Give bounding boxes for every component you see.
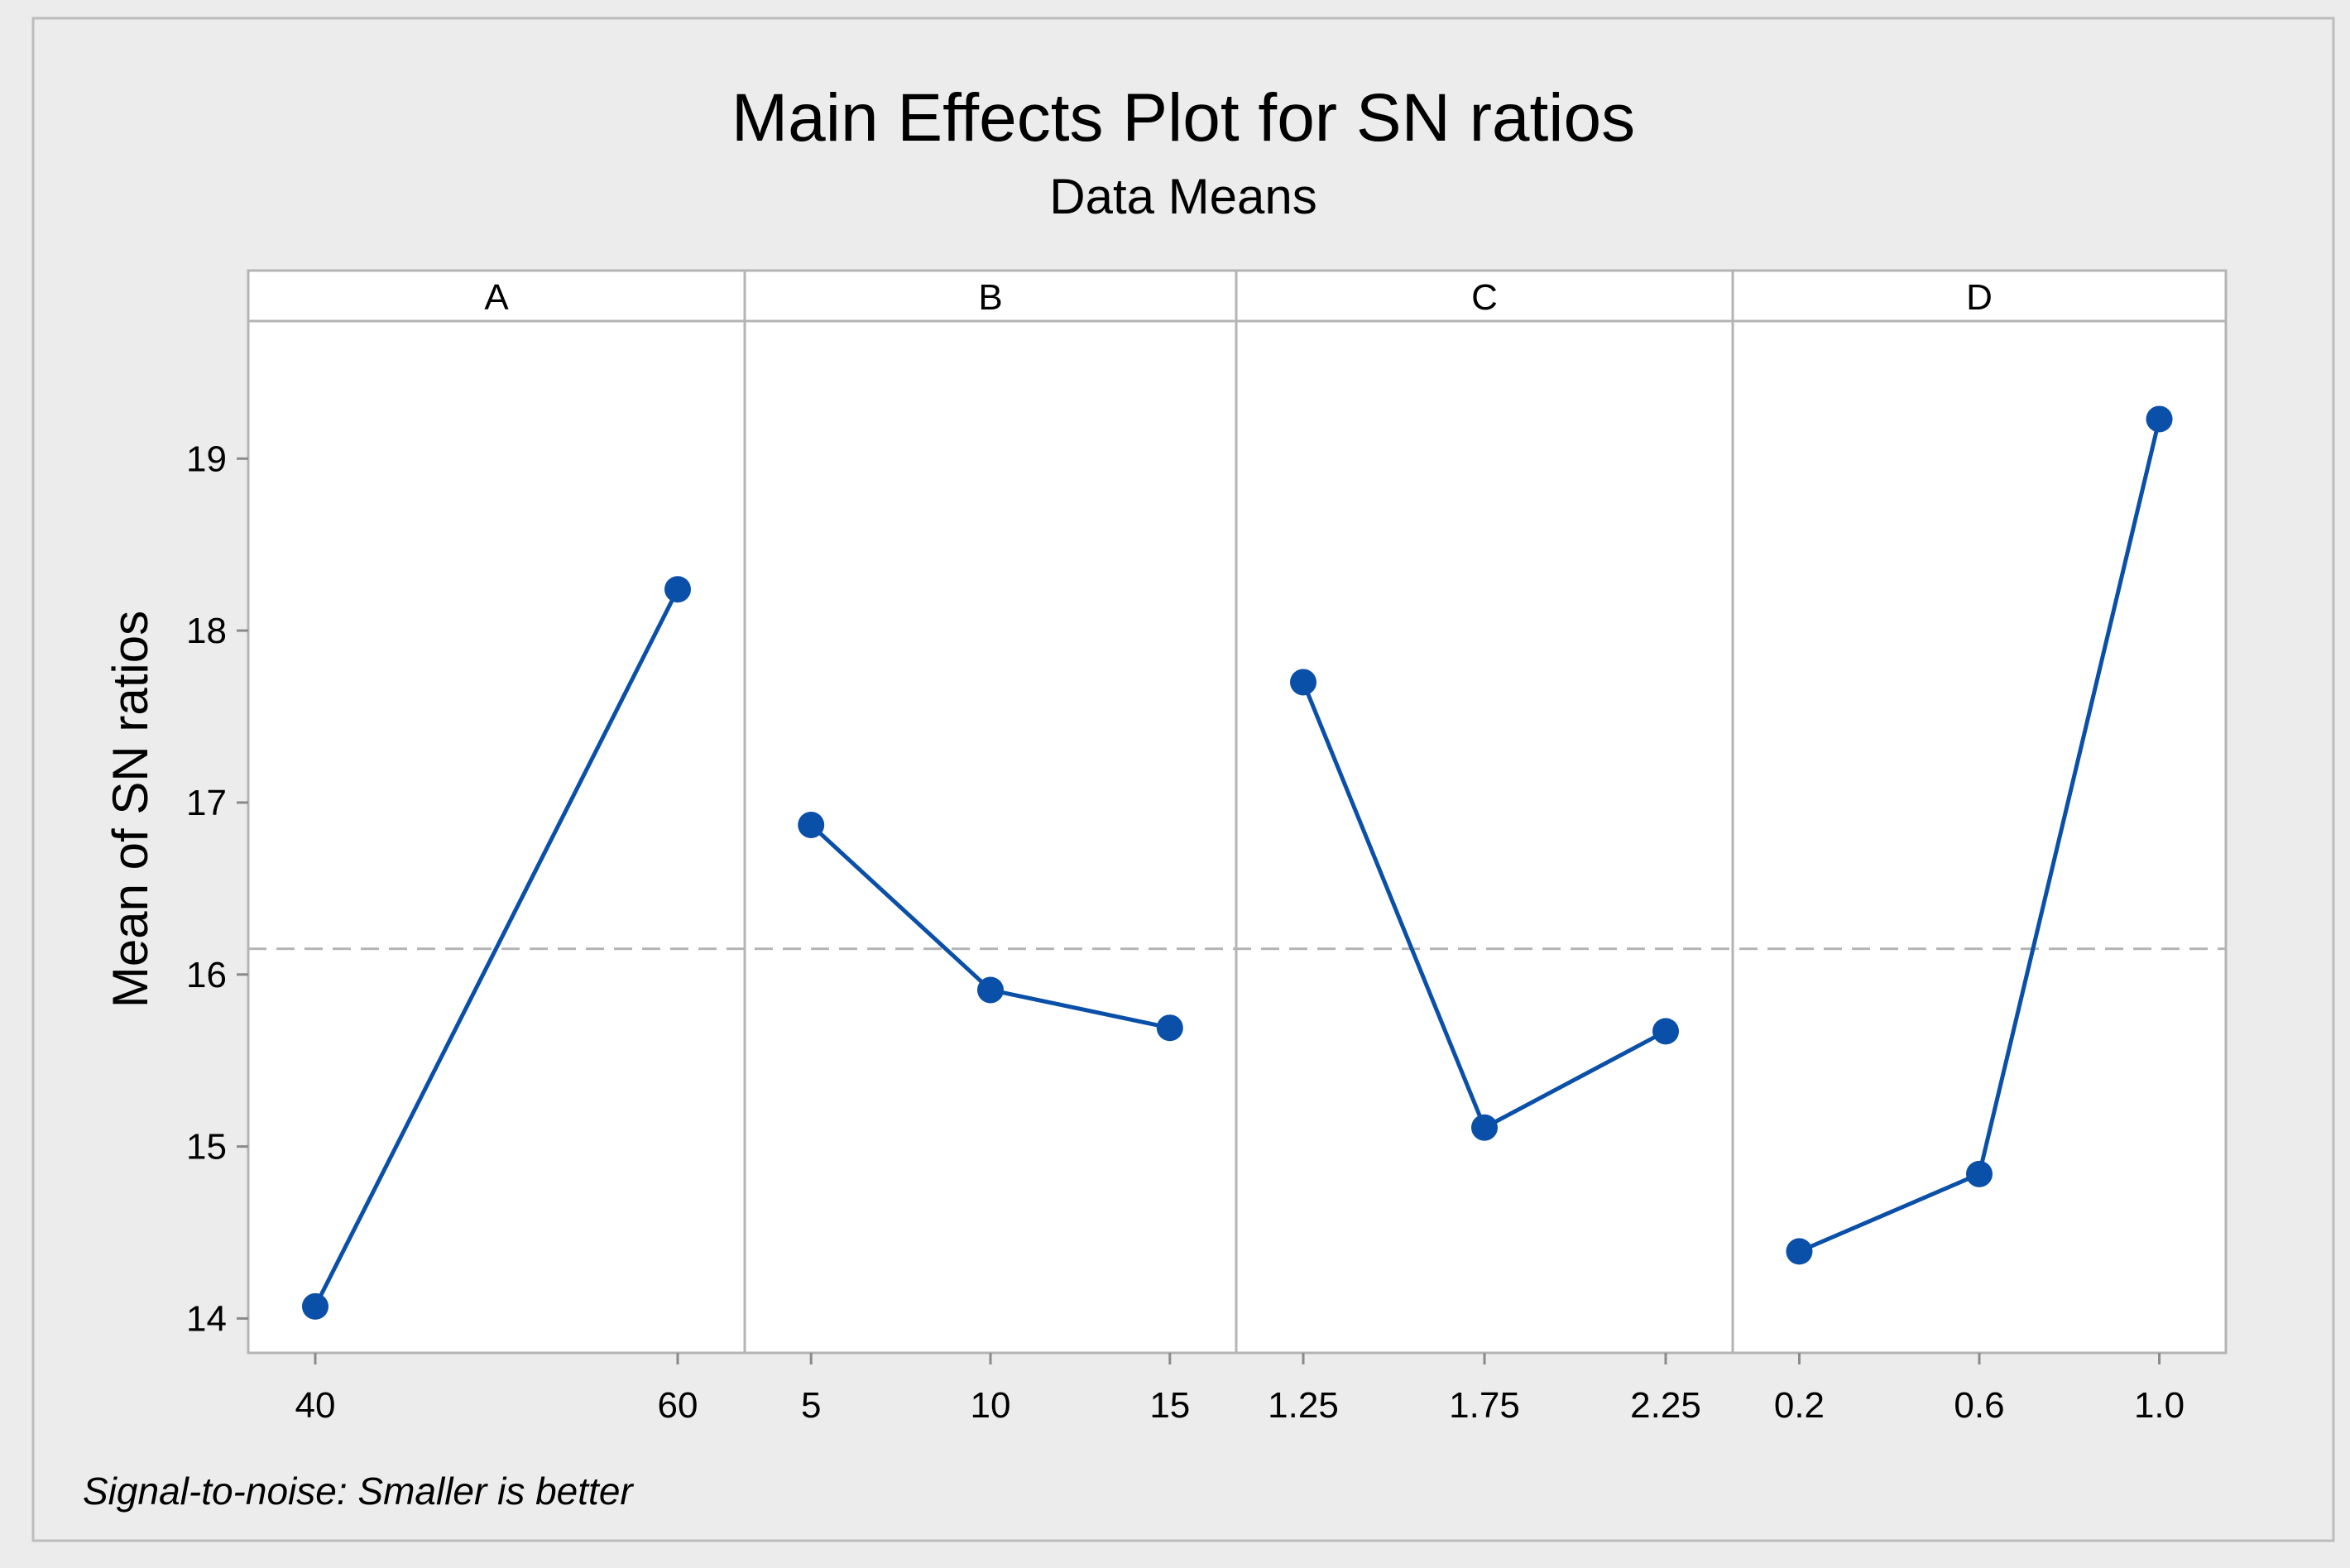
x-tick-label: 5	[801, 1385, 821, 1426]
data-point	[1290, 669, 1316, 696]
data-point	[1966, 1160, 1993, 1187]
x-tick-label: 2.25	[1630, 1385, 1701, 1426]
chart-subtitle: Data Means	[1049, 169, 1317, 224]
chart-title: Main Effects Plot for SN ratios	[731, 80, 1635, 156]
footnote: Signal-to-noise: Smaller is better	[83, 1470, 634, 1513]
x-tick-label: 60	[658, 1385, 698, 1426]
data-point	[2146, 405, 2173, 433]
y-tick-label: 18	[186, 611, 227, 651]
x-tick-label: 1.25	[1268, 1385, 1339, 1426]
data-point	[1471, 1114, 1498, 1141]
data-point	[1786, 1238, 1813, 1265]
x-tick-label: 15	[1149, 1385, 1190, 1426]
y-tick-label: 17	[186, 783, 227, 823]
data-point	[798, 811, 825, 838]
y-tick-label: 16	[186, 955, 227, 995]
panel-label-b: B	[978, 277, 1002, 318]
x-tick-label: 1.0	[2134, 1385, 2185, 1426]
data-point	[1652, 1018, 1679, 1045]
x-tick-label: 10	[971, 1385, 1011, 1426]
y-axis-label: Mean of SN ratios	[103, 611, 158, 1008]
x-tick-label: 0.6	[1954, 1385, 2004, 1426]
y-tick-label: 14	[186, 1298, 227, 1339]
data-point	[1156, 1014, 1183, 1042]
x-tick-label: 40	[295, 1385, 336, 1426]
series-line-a	[313, 588, 680, 1308]
x-tick-label: 0.2	[1774, 1385, 1825, 1426]
panel-label-a: A	[484, 277, 509, 318]
y-tick-label: 19	[186, 439, 227, 479]
y-tick-label: 15	[186, 1127, 227, 1168]
data-point	[664, 576, 691, 603]
panel-label-d: D	[1966, 277, 1993, 318]
data-point	[302, 1292, 329, 1320]
x-tick-label: 1.75	[1449, 1385, 1520, 1426]
chart-frame	[31, 17, 2335, 1542]
panels-layer: 14 15 16 17 18 19 A 40 60 B 5 10 15 C 1.25 1.75 2.25 D 0.2…	[186, 269, 2228, 1426]
data-point	[977, 976, 1004, 1004]
panel-label-c: C	[1471, 277, 1498, 318]
